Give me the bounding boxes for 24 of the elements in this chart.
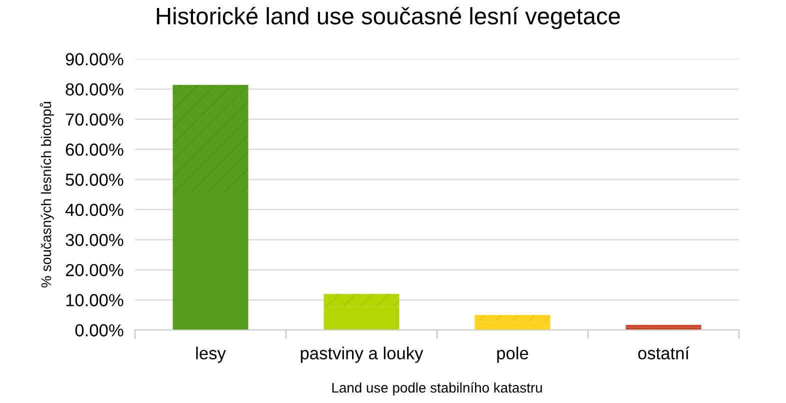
x-tick-label: pole <box>497 346 528 363</box>
x-tick-label: lesy <box>196 346 226 363</box>
x-tick-label: ostatní <box>638 346 690 360</box>
y-tick-label: 40.00% <box>65 204 124 216</box>
bar <box>172 192 248 330</box>
bar <box>474 322 550 330</box>
y-tick-label: 10.00% <box>66 294 124 306</box>
y-tick-label: 50.00% <box>66 174 124 186</box>
y-tick-label: 80.00% <box>66 83 124 96</box>
x-tick-label: pastviny a louky <box>300 346 424 363</box>
x-axis-title: Land use podle stabilního katastru <box>332 382 542 396</box>
bar <box>626 324 702 328</box>
bar <box>324 306 400 330</box>
bar <box>324 294 400 307</box>
y-tick-label: 30.00% <box>66 234 124 246</box>
y-tick-label: 90.00% <box>66 53 124 66</box>
y-tick-label: 0.00% <box>75 324 124 336</box>
y-tick-label: 60.00% <box>66 144 124 156</box>
chart-title: Historické land use současné lesní vegetace <box>156 6 620 30</box>
bar <box>474 314 550 322</box>
bar <box>172 84 248 193</box>
y-tick-label: 70.00% <box>66 113 124 126</box>
y-tick-label: 20.00% <box>66 264 124 276</box>
y-axis-title: % současných lesních biotopů <box>40 102 54 288</box>
